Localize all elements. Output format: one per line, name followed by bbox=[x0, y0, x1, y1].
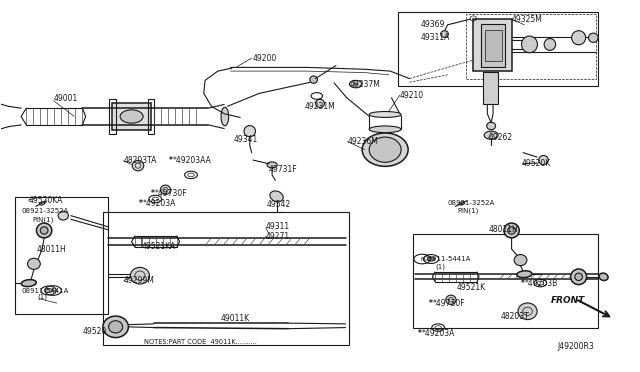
Text: 49311: 49311 bbox=[266, 222, 290, 231]
Text: 49520K: 49520K bbox=[521, 159, 550, 168]
Circle shape bbox=[267, 162, 277, 168]
Text: *: * bbox=[139, 199, 143, 208]
Text: 49262: 49262 bbox=[488, 133, 513, 142]
Text: *: * bbox=[169, 156, 173, 165]
Text: 08921-3252A: 08921-3252A bbox=[448, 200, 495, 206]
Text: 49210: 49210 bbox=[400, 91, 424, 100]
Ellipse shape bbox=[103, 316, 129, 337]
Text: 49237M: 49237M bbox=[349, 80, 380, 89]
Ellipse shape bbox=[486, 122, 495, 130]
Ellipse shape bbox=[132, 160, 144, 171]
Circle shape bbox=[428, 257, 435, 261]
Polygon shape bbox=[113, 103, 151, 131]
Text: 49731F: 49731F bbox=[269, 165, 298, 174]
Ellipse shape bbox=[244, 126, 255, 137]
Ellipse shape bbox=[369, 112, 401, 118]
Ellipse shape bbox=[446, 295, 456, 304]
Ellipse shape bbox=[109, 321, 123, 333]
Text: *: * bbox=[521, 279, 525, 288]
Ellipse shape bbox=[310, 76, 317, 83]
Text: 49521K: 49521K bbox=[457, 283, 486, 292]
Ellipse shape bbox=[599, 273, 608, 280]
Text: N: N bbox=[51, 288, 55, 293]
Text: 49325M: 49325M bbox=[511, 15, 543, 24]
Polygon shape bbox=[481, 24, 505, 67]
Text: 49369: 49369 bbox=[421, 20, 445, 29]
Ellipse shape bbox=[575, 273, 582, 280]
Ellipse shape bbox=[316, 99, 324, 108]
Ellipse shape bbox=[221, 107, 228, 126]
Text: *49203B: *49203B bbox=[524, 279, 557, 288]
Text: 49236M: 49236M bbox=[348, 137, 378, 146]
Text: *49203A: *49203A bbox=[422, 328, 456, 338]
Polygon shape bbox=[484, 31, 502, 61]
Text: J49200R3: J49200R3 bbox=[557, 341, 595, 350]
Text: (1): (1) bbox=[37, 294, 47, 301]
Text: 49520KA: 49520KA bbox=[28, 196, 63, 205]
Ellipse shape bbox=[21, 280, 36, 286]
Text: PIN(1): PIN(1) bbox=[458, 208, 479, 214]
Circle shape bbox=[349, 80, 362, 88]
Text: (1): (1) bbox=[435, 263, 445, 270]
Ellipse shape bbox=[504, 223, 519, 238]
Text: *49203AA: *49203AA bbox=[173, 156, 212, 165]
Ellipse shape bbox=[441, 31, 449, 37]
Ellipse shape bbox=[36, 223, 52, 238]
Ellipse shape bbox=[369, 126, 401, 133]
Ellipse shape bbox=[362, 133, 408, 166]
Text: 49011K: 49011K bbox=[221, 314, 250, 323]
Ellipse shape bbox=[508, 227, 515, 234]
Text: N: N bbox=[420, 257, 424, 262]
Text: *: * bbox=[419, 328, 422, 338]
Text: *: * bbox=[151, 189, 155, 198]
Ellipse shape bbox=[131, 267, 150, 284]
Ellipse shape bbox=[28, 258, 40, 269]
Polygon shape bbox=[473, 19, 511, 71]
Text: 48011H: 48011H bbox=[36, 245, 66, 254]
Ellipse shape bbox=[517, 271, 532, 278]
Circle shape bbox=[45, 288, 52, 293]
Text: FRONT: FRONT bbox=[551, 296, 586, 305]
Text: N: N bbox=[429, 257, 433, 262]
Ellipse shape bbox=[40, 227, 48, 234]
Text: 49542: 49542 bbox=[266, 200, 291, 209]
Ellipse shape bbox=[589, 33, 598, 42]
Text: 48203T: 48203T bbox=[500, 312, 529, 321]
Circle shape bbox=[484, 131, 498, 139]
Text: 48203TA: 48203TA bbox=[124, 156, 157, 165]
Text: 49299M: 49299M bbox=[124, 276, 155, 285]
Ellipse shape bbox=[571, 269, 587, 285]
Text: 08911-5441A: 08911-5441A bbox=[424, 256, 471, 262]
Text: *49730F: *49730F bbox=[433, 299, 466, 308]
Text: 48011H: 48011H bbox=[488, 225, 518, 234]
Text: 49001: 49001 bbox=[54, 94, 78, 103]
Text: 49521KA: 49521KA bbox=[141, 241, 175, 250]
Circle shape bbox=[120, 110, 143, 123]
Ellipse shape bbox=[161, 185, 171, 194]
Text: PIN(1): PIN(1) bbox=[32, 216, 53, 222]
Text: *49203A: *49203A bbox=[143, 199, 176, 208]
Text: 49311A: 49311A bbox=[421, 33, 451, 42]
Text: *: * bbox=[429, 299, 433, 308]
Polygon shape bbox=[483, 72, 497, 105]
Text: 49271: 49271 bbox=[266, 231, 290, 241]
Text: 08911-5441A: 08911-5441A bbox=[22, 288, 69, 294]
Text: 49231M: 49231M bbox=[305, 102, 335, 111]
Text: 49341: 49341 bbox=[234, 135, 258, 144]
Ellipse shape bbox=[369, 137, 401, 162]
Text: NOTES:PART CODE  49011K..........: NOTES:PART CODE 49011K.......... bbox=[145, 339, 257, 344]
Text: 49200: 49200 bbox=[253, 54, 277, 62]
Text: *49730F: *49730F bbox=[155, 189, 188, 198]
Ellipse shape bbox=[58, 211, 68, 220]
Ellipse shape bbox=[522, 36, 538, 53]
Ellipse shape bbox=[544, 38, 556, 50]
Ellipse shape bbox=[270, 191, 284, 202]
Ellipse shape bbox=[572, 31, 586, 45]
Ellipse shape bbox=[518, 303, 537, 320]
Text: 08921-3252A: 08921-3252A bbox=[22, 208, 69, 214]
Ellipse shape bbox=[514, 254, 527, 266]
Ellipse shape bbox=[539, 155, 548, 165]
Text: 49520: 49520 bbox=[83, 327, 107, 336]
